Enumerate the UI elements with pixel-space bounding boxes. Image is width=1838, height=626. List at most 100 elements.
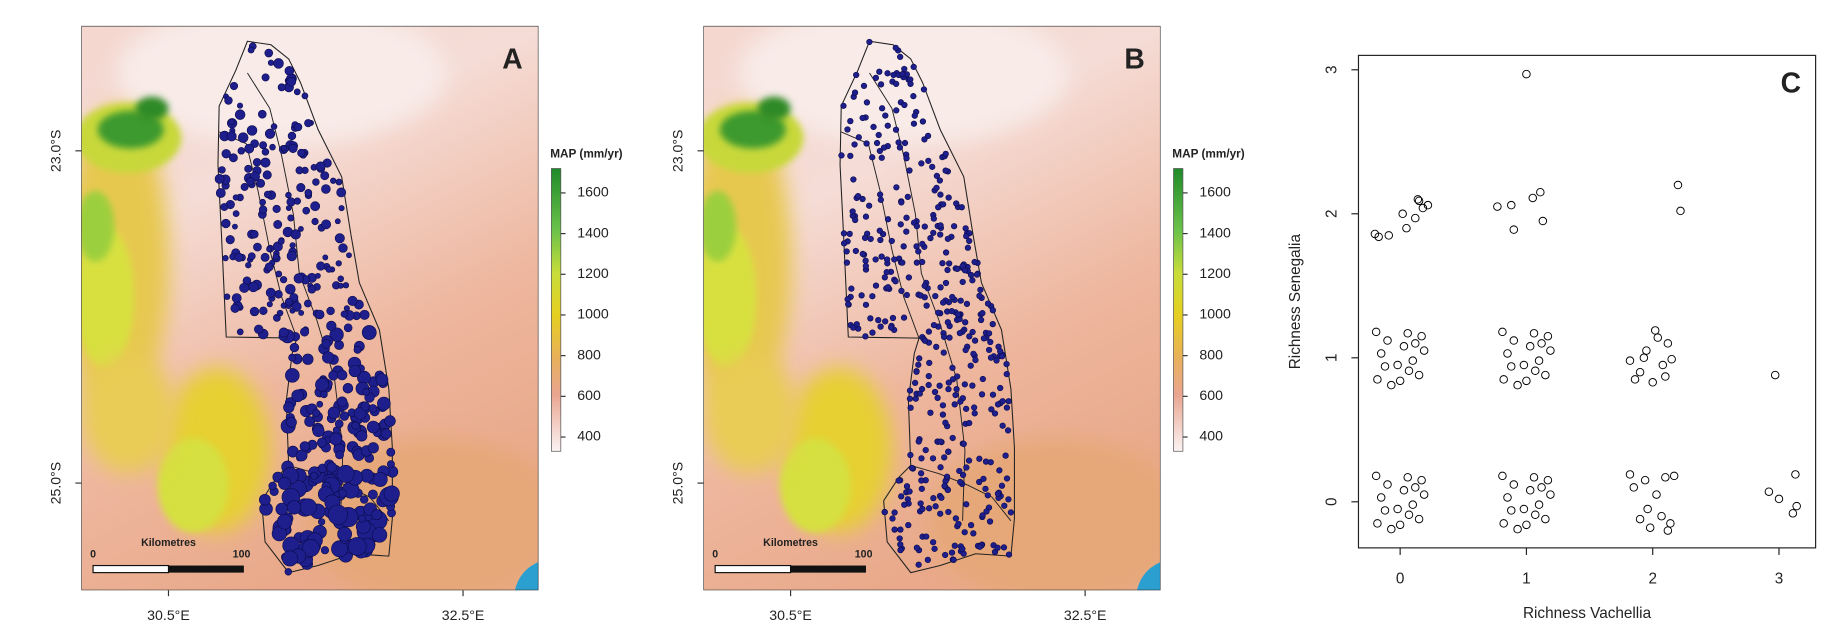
site-dot	[909, 465, 915, 471]
site-dot	[932, 389, 938, 395]
legend-tick-label: 1600	[577, 184, 609, 200]
scale-end: 100	[233, 549, 251, 561]
site-dot	[1008, 510, 1014, 516]
site-dot	[924, 303, 930, 309]
site-dot	[919, 478, 925, 484]
site-dot	[923, 534, 929, 540]
site-dot	[933, 344, 939, 350]
site-dot	[952, 543, 958, 549]
site-dot	[943, 168, 949, 174]
site-dot	[845, 127, 851, 133]
site-dot	[879, 155, 885, 161]
site-dot	[344, 306, 349, 311]
site-dot	[235, 253, 243, 261]
site-dot	[1004, 405, 1010, 411]
site-dot	[278, 84, 285, 91]
site-dot	[338, 283, 343, 288]
site-dot	[321, 546, 329, 554]
site-dot	[254, 325, 263, 334]
site-dot	[941, 350, 947, 356]
site-dot	[974, 272, 980, 278]
site-dot	[227, 132, 236, 141]
figure: A23.0°S25.0°S30.5°E32.5°E0100KilometresM…	[0, 0, 1838, 626]
site-dot	[296, 167, 303, 174]
site-dot	[330, 178, 336, 184]
site-dot	[258, 110, 266, 118]
site-dot	[348, 296, 357, 305]
site-dot	[986, 347, 992, 353]
site-dot	[864, 100, 870, 106]
site-dot	[881, 145, 887, 151]
site-dot	[939, 495, 945, 501]
site-dot	[289, 144, 297, 152]
scale-end: 100	[855, 549, 873, 561]
site-dot	[873, 283, 879, 289]
site-dot	[844, 260, 850, 266]
site-dot	[278, 477, 290, 489]
site-dot	[339, 244, 348, 253]
site-dot	[310, 472, 317, 479]
site-dot	[869, 154, 875, 160]
site-dot	[919, 259, 925, 265]
site-dot	[994, 358, 1000, 364]
site-dot	[863, 302, 869, 308]
site-dot	[279, 328, 288, 337]
site-dot	[919, 456, 925, 462]
site-dot	[368, 490, 377, 499]
site-dot	[863, 214, 869, 220]
site-dot	[907, 396, 913, 402]
site-dot	[914, 260, 920, 266]
site-dot	[841, 103, 847, 109]
site-dot	[275, 290, 283, 298]
site-dot	[316, 262, 324, 270]
site-dot	[941, 334, 947, 340]
site-dot	[915, 362, 921, 368]
legend-tick-label: 1400	[1199, 224, 1231, 240]
site-dot	[941, 455, 947, 461]
site-dot	[908, 405, 914, 411]
site-dot	[905, 194, 911, 200]
site-dot	[1000, 423, 1006, 429]
site-dot	[956, 468, 962, 474]
site-dot	[323, 255, 328, 260]
site-dot	[337, 465, 354, 482]
site-dot	[995, 402, 1001, 408]
site-dot	[940, 300, 946, 306]
site-dot	[248, 47, 254, 53]
site-dot	[1001, 545, 1007, 551]
site-dot	[890, 315, 896, 321]
site-dot	[253, 243, 261, 251]
site-dot	[268, 60, 274, 66]
site-dot	[304, 300, 311, 307]
site-dot	[878, 324, 884, 330]
site-dot	[1004, 361, 1010, 367]
site-dot	[336, 179, 342, 185]
site-dot	[219, 166, 226, 173]
site-dot	[860, 115, 866, 121]
site-dot	[978, 287, 984, 293]
site-dot	[911, 121, 917, 127]
site-dot	[262, 148, 269, 155]
site-dot	[926, 360, 932, 366]
site-dot	[983, 486, 989, 492]
site-dot	[893, 81, 899, 87]
site-dot	[885, 284, 891, 290]
site-dot	[250, 307, 259, 316]
site-dot	[300, 328, 308, 336]
scale-start: 0	[712, 549, 718, 561]
site-dot	[232, 294, 241, 303]
site-dot	[303, 354, 314, 365]
site-dot	[888, 325, 894, 331]
site-dot	[970, 383, 976, 389]
site-dot	[287, 77, 296, 86]
site-dot	[363, 389, 370, 396]
site-dot	[287, 501, 301, 515]
scale-unit: Kilometres	[763, 537, 818, 549]
site-dot	[946, 386, 952, 392]
site-dot	[942, 552, 948, 558]
x-tick-label: 2	[1648, 571, 1657, 588]
site-dot	[884, 269, 890, 275]
site-dot	[327, 462, 337, 472]
scale-bar-white	[93, 566, 168, 573]
site-dot	[963, 406, 969, 412]
